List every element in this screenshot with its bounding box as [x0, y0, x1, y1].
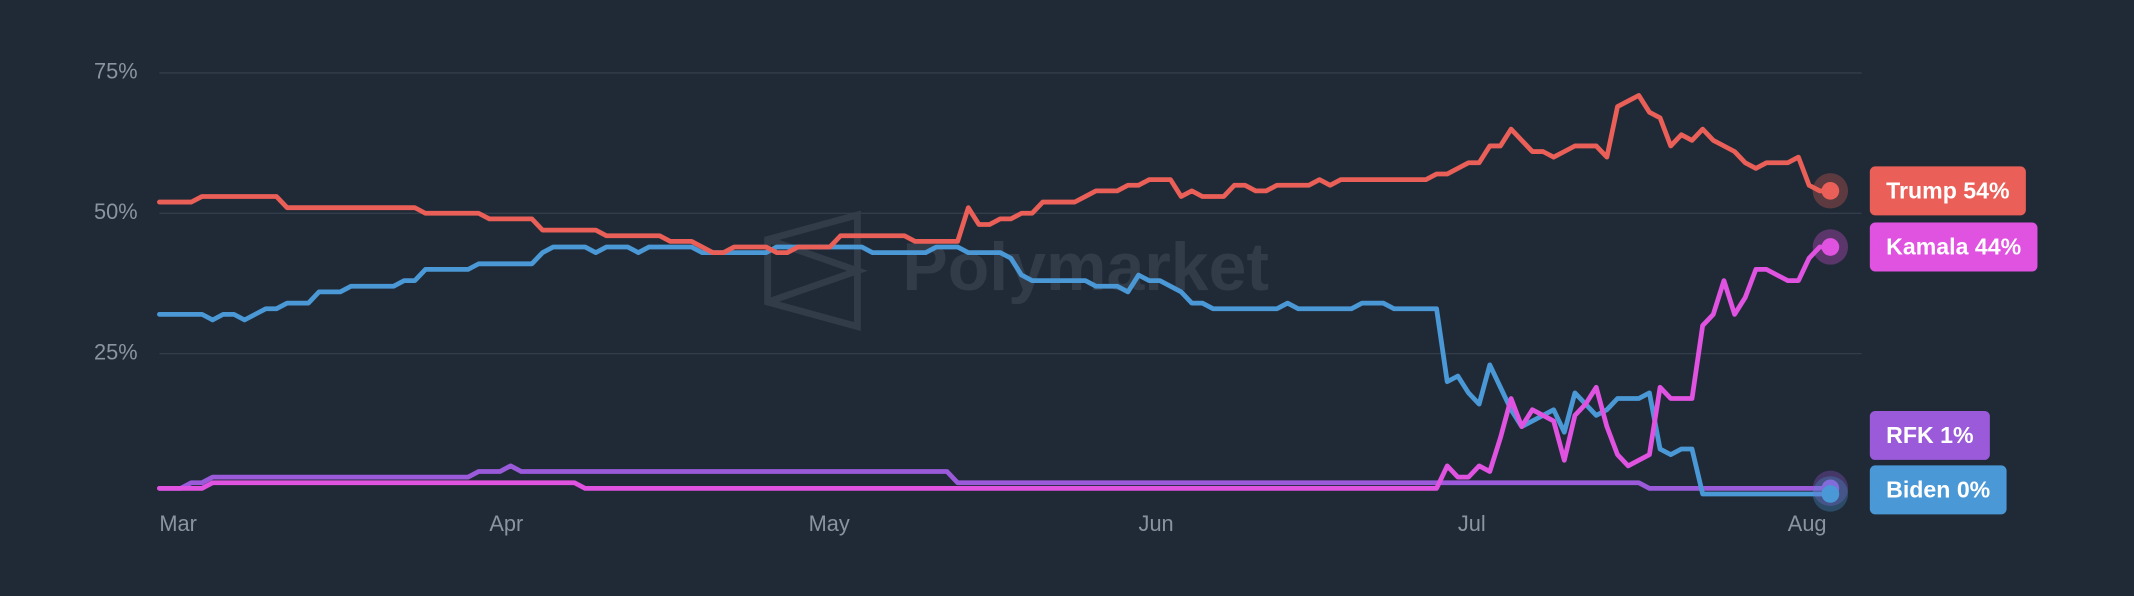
x-tick-label: Aug: [1788, 511, 1827, 536]
tag-box: [1869, 222, 2038, 272]
legend-label: RFK 1%: [1886, 422, 1973, 448]
tag-box: [1869, 410, 1990, 460]
end-dot: [1821, 485, 1840, 503]
x-tick-label: Jun: [1139, 511, 1174, 536]
legend-label: Trump 54%: [1886, 177, 2009, 203]
tag-box: [1869, 166, 2026, 216]
watermark: Polymarket: [902, 229, 1269, 305]
series-line: [157, 463, 1833, 491]
tag-box: [1869, 465, 2007, 515]
series-tag: Trump 54%: [1869, 166, 2026, 216]
series-tag: Kamala 44%: [1869, 222, 2038, 272]
series-line: [157, 93, 1833, 255]
y-tick-label: 50%: [94, 199, 138, 224]
x-tick-label: Apr: [489, 511, 523, 536]
legend-label: Kamala 44%: [1886, 233, 2021, 259]
x-tick-label: May: [809, 511, 850, 536]
x-tick-label: Mar: [159, 511, 196, 536]
series-tag: Biden 0%: [1869, 465, 2007, 515]
end-dot: [1821, 238, 1840, 256]
watermark-logo: [764, 210, 868, 332]
series-tag: RFK 1%: [1869, 410, 1990, 460]
end-dot: [1821, 181, 1840, 200]
y-tick-label: 75%: [94, 59, 138, 84]
x-tick-label: Jul: [1458, 511, 1486, 536]
y-tick-label: 25%: [94, 339, 138, 364]
series-line: [157, 244, 1833, 497]
legend-label: Biden 0%: [1886, 476, 1990, 502]
series-line: [157, 244, 1833, 491]
